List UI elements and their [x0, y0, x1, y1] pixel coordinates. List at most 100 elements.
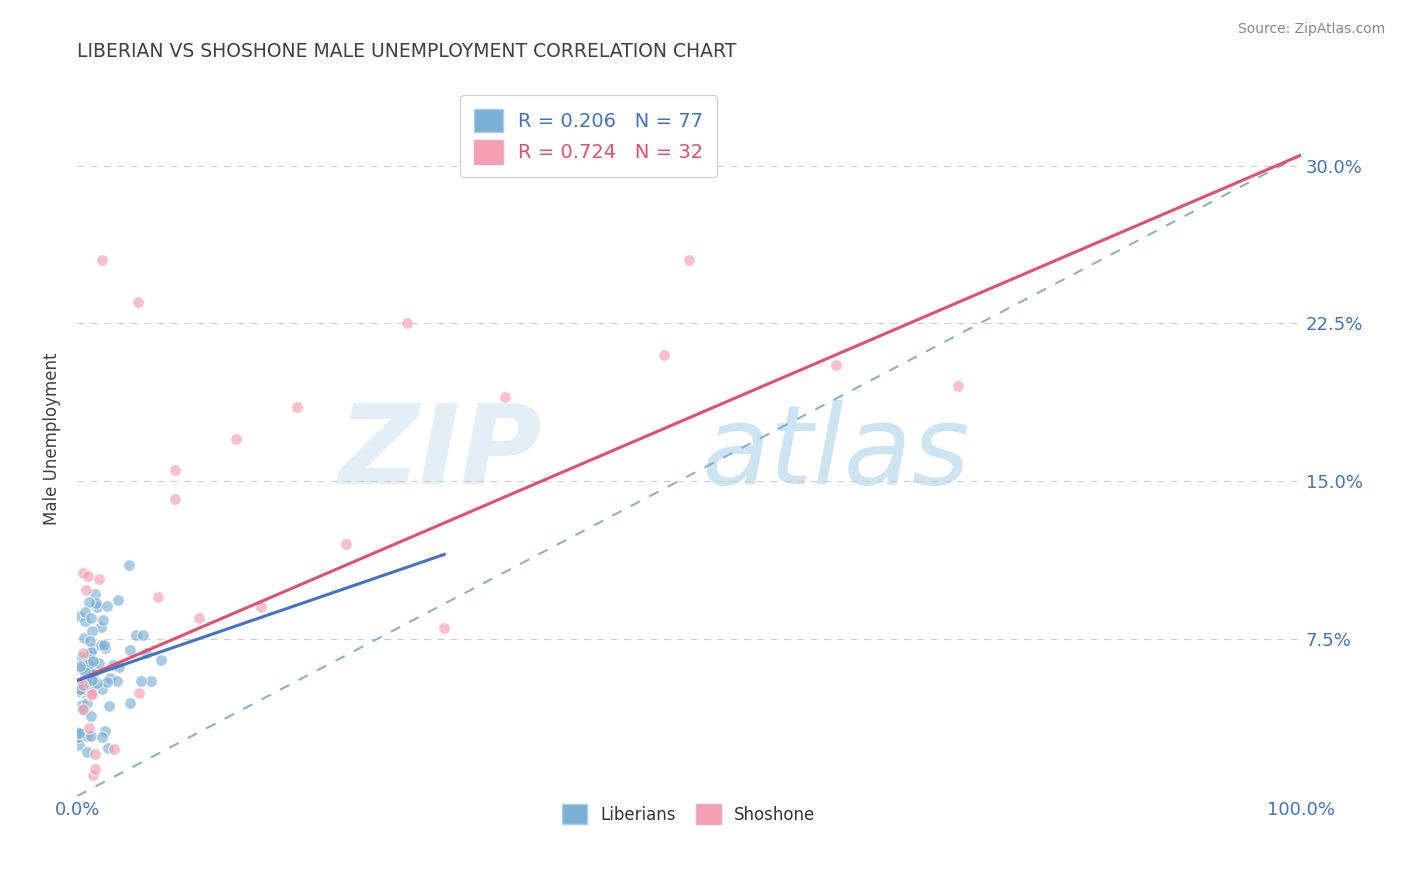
Point: [96, 599, 118, 614]
Point: [91, 730, 114, 744]
Point: [335, 537, 357, 551]
Point: [77, 652, 100, 666]
Point: [139, 673, 162, 688]
Point: [433, 621, 456, 635]
Point: [67, 682, 90, 697]
Point: [188, 610, 211, 624]
Point: [249, 599, 271, 614]
Point: [72, 677, 94, 691]
Point: [75, 582, 97, 597]
Point: [285, 401, 308, 415]
Point: [82, 641, 104, 656]
Point: [132, 628, 155, 642]
Point: [107, 593, 129, 607]
Point: [73, 632, 96, 646]
Point: [80, 673, 103, 687]
Point: [82, 654, 104, 668]
Point: [73, 681, 96, 696]
Point: [96, 675, 118, 690]
Point: [84, 596, 107, 610]
Point: [67, 726, 90, 740]
Point: [72, 566, 94, 580]
Point: [69, 682, 91, 697]
Point: [76, 729, 98, 743]
Point: [67, 609, 90, 624]
Point: [654, 348, 676, 362]
Point: [67, 730, 90, 744]
Point: [77, 569, 100, 583]
Point: [77, 672, 100, 686]
Point: [396, 317, 419, 331]
Point: [80, 645, 103, 659]
Point: [83, 587, 105, 601]
Point: [70, 661, 93, 675]
Point: [76, 696, 98, 710]
Point: [101, 658, 124, 673]
Point: [118, 696, 141, 710]
Legend: Liberians, Shoshone: Liberians, Shoshone: [553, 794, 825, 834]
Point: [83, 663, 105, 677]
Point: [86, 599, 108, 614]
Point: [946, 379, 969, 393]
Point: [80, 709, 103, 723]
Point: [90, 253, 112, 268]
Text: LIBERIAN VS SHOSHONE MALE UNEMPLOYMENT CORRELATION CHART: LIBERIAN VS SHOSHONE MALE UNEMPLOYMENT C…: [77, 42, 737, 61]
Point: [75, 614, 97, 628]
Point: [82, 665, 104, 679]
Point: [100, 671, 122, 685]
Point: [89, 657, 111, 671]
Point: [87, 572, 110, 586]
Point: [118, 558, 141, 573]
Point: [72, 646, 94, 660]
Point: [824, 359, 846, 373]
Point: [72, 684, 94, 698]
Point: [105, 674, 128, 689]
Point: [76, 745, 98, 759]
Point: [125, 628, 148, 642]
Point: [93, 639, 115, 653]
Point: [150, 652, 173, 666]
Point: [90, 620, 112, 634]
Point: [69, 659, 91, 673]
Point: [90, 638, 112, 652]
Point: [80, 611, 103, 625]
Point: [80, 688, 103, 702]
Point: [678, 253, 700, 268]
Point: [79, 729, 101, 743]
Point: [72, 702, 94, 716]
Point: [84, 747, 107, 761]
Point: [80, 681, 103, 695]
Point: [73, 678, 96, 692]
Point: [72, 649, 94, 664]
Point: [91, 681, 114, 696]
Y-axis label: Male Unemployment: Male Unemployment: [44, 352, 60, 525]
Point: [107, 660, 129, 674]
Text: ZIP: ZIP: [339, 400, 543, 507]
Point: [82, 768, 104, 782]
Text: Source: ZipAtlas.com: Source: ZipAtlas.com: [1237, 22, 1385, 37]
Point: [97, 740, 120, 755]
Point: [76, 648, 98, 663]
Point: [79, 657, 101, 672]
Point: [77, 721, 100, 735]
Point: [75, 605, 97, 619]
Point: [69, 726, 91, 740]
Point: [98, 699, 121, 714]
Point: [77, 595, 100, 609]
Point: [163, 463, 186, 477]
Point: [79, 665, 101, 679]
Point: [82, 679, 104, 693]
Point: [80, 624, 103, 639]
Point: [118, 643, 141, 657]
Point: [79, 661, 101, 675]
Point: [94, 641, 117, 656]
Point: [94, 724, 117, 739]
Point: [67, 684, 90, 698]
Point: [76, 674, 98, 689]
Point: [70, 698, 93, 713]
Point: [146, 591, 169, 605]
Point: [494, 390, 516, 404]
Point: [79, 634, 101, 648]
Point: [72, 703, 94, 717]
Point: [103, 741, 125, 756]
